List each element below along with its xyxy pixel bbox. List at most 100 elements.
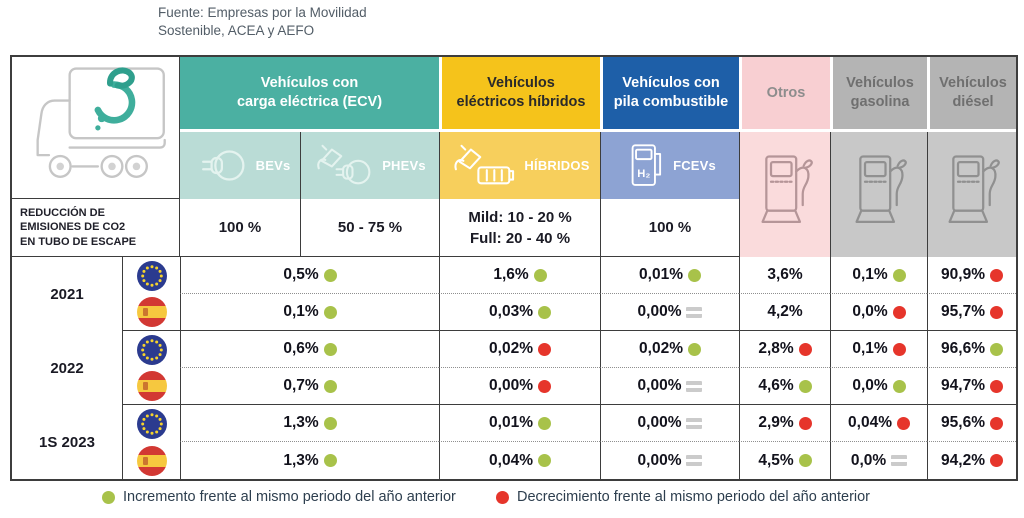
value-cell-gasolina: 0,0% <box>830 294 928 331</box>
spain-flag-icon <box>136 445 167 476</box>
value-cell-gasolina: 0,04% <box>830 405 928 442</box>
trend-indicator <box>989 379 1003 393</box>
trend-indicator <box>989 305 1003 319</box>
flag-cell <box>122 368 180 405</box>
value-cell-hibrido: 0,00% <box>439 368 601 405</box>
value-cell-gasolina: 0,1% <box>830 331 928 368</box>
subtype-row: BEVs PHEVs <box>12 132 1017 257</box>
svg-text:H₂: H₂ <box>637 168 650 180</box>
trend-indicator <box>537 379 551 393</box>
subtype-fcev: H₂ FCEVs <box>600 132 740 199</box>
value-cell-gasolina: 0,0% <box>830 368 928 405</box>
logo-cell <box>12 57 180 199</box>
eu-flag-icon <box>136 334 167 365</box>
data-row-1s2023-eu: 1S 2023 1,3% 0,01% 0,00% 2,9% 0,04% 95,6… <box>12 405 1017 479</box>
value-cell-diesel: 95,6% <box>927 405 1017 442</box>
value-cell-hibrido: 1,6% <box>439 257 601 294</box>
value-cell-diesel: 94,2% <box>927 442 1017 479</box>
hydrogen-pump-icon: H₂ <box>631 143 662 186</box>
value-cell-hibrido: 0,03% <box>439 294 601 331</box>
value-cell-fcev: 0,00% <box>600 442 740 479</box>
trend-indicator <box>686 455 703 466</box>
eu-flag-icon <box>136 260 167 291</box>
flag-cell <box>122 257 180 294</box>
value-cell-ecv: 0,6% <box>180 331 440 368</box>
source-line2: Sostenible, ACEA y AEFO <box>158 23 315 39</box>
legend-increase-label: Incremento frente al mismo periodo del a… <box>123 489 456 505</box>
spain-flag-icon <box>136 371 167 401</box>
trend-indicator <box>323 268 337 282</box>
co2-value-fcev: 100 % <box>600 199 740 257</box>
trend-indicator <box>323 416 337 430</box>
value-cell-otros: 3,6% <box>739 257 831 294</box>
value-cell-ecv: 0,7% <box>180 368 440 405</box>
co2-value-phev: 50 - 75 % <box>300 199 440 257</box>
legend-decrease: Decrecimiento frente al mismo periodo de… <box>496 489 870 505</box>
col-group-hibridos: Vehículos eléctricos híbridos <box>439 57 601 132</box>
col-group-pila-combustible: Vehículos con pila combustible <box>600 57 740 132</box>
subtype-otros-pump <box>739 132 831 257</box>
col-group-ecv: Vehículos con carga eléctrica (ECV) <box>180 57 440 132</box>
value-cell-otros: 2,8% <box>739 331 831 368</box>
group-header-row: Vehículos con carga eléctrica (ECV) Vehíc… <box>12 57 1017 199</box>
subtype-gasolina-pump <box>830 132 928 257</box>
trend-indicator <box>537 342 551 356</box>
value-cell-diesel: 90,9% <box>927 257 1017 294</box>
legend-decrease-label: Decrecimiento frente al mismo periodo de… <box>517 489 871 505</box>
trend-indicator <box>537 454 551 467</box>
nozzle-plug-icon <box>317 144 371 185</box>
trend-indicator <box>686 380 703 392</box>
value-cell-otros: 2,9% <box>739 405 831 442</box>
flag-cell <box>122 294 180 331</box>
value-cell-ecv: 0,5% <box>180 257 440 294</box>
trend-indicator <box>533 268 547 282</box>
value-cell-otros: 4,6% <box>739 368 831 405</box>
legend: Incremento frente al mismo periodo del a… <box>0 489 1024 513</box>
data-row-1s2023-es: 1,3% 0,04% 0,00% 4,5% 0,0% 94,2% <box>12 442 1017 479</box>
fuel-pump-icon <box>761 155 813 223</box>
value-cell-diesel: 95,7% <box>927 294 1017 331</box>
value-cell-fcev: 0,00% <box>600 405 740 442</box>
value-cell-diesel: 96,6% <box>927 331 1017 368</box>
value-cell-hibrido: 0,04% <box>439 442 601 479</box>
legend-increase: Incremento frente al mismo periodo del a… <box>102 489 456 505</box>
co2-reduction-label: REDUCCIÓN DE EMISIONES DE CO2 EN TUBO DE… <box>12 199 180 257</box>
spain-flag-icon <box>136 297 167 327</box>
fuel-pump-icon <box>948 155 1000 223</box>
trend-indicator <box>687 268 701 282</box>
trend-indicator <box>687 342 701 356</box>
value-cell-ecv: 1,3% <box>180 442 440 479</box>
value-cell-hibrido: 0,01% <box>439 405 601 442</box>
value-cell-ecv: 1,3% <box>180 405 440 442</box>
col-group-otros: Otros <box>739 57 831 132</box>
charging-plug-icon <box>201 150 245 181</box>
flag-cell <box>122 442 180 479</box>
col-group-diesel: Vehículos diésel <box>927 57 1017 132</box>
red-dot-icon <box>496 490 509 504</box>
year-cell: 2021 <box>12 257 122 331</box>
data-row-2022-es: 0,7% 0,00% 0,00% 4,6% 0,0% 94,7% <box>12 368 1017 405</box>
trend-indicator <box>537 416 551 430</box>
eu-flag-icon <box>136 408 167 439</box>
propulsion-table: Vehículos con carga eléctrica (ECV) Vehíc… <box>10 55 1019 481</box>
trend-indicator <box>323 454 337 467</box>
co2-reduction-row: REDUCCIÓN DE EMISIONES DE CO2 EN TUBO DE… <box>12 199 1016 257</box>
value-cell-diesel: 94,7% <box>927 368 1017 405</box>
trend-indicator <box>686 417 703 429</box>
value-cell-ecv: 0,1% <box>180 294 440 331</box>
co2-value-bev: 100 % <box>180 199 300 257</box>
value-cell-fcev: 0,00% <box>600 294 740 331</box>
fuel-pump-icon <box>855 155 907 223</box>
source-line1: Fuente: Empresas por la Movilidad <box>158 5 367 20</box>
year-cell: 2022 <box>12 331 122 405</box>
trend-indicator <box>798 379 812 393</box>
value-cell-gasolina: 0,0% <box>830 442 928 479</box>
co2-value-hibrido: Mild: 10 - 20 % Full: 20 - 40 % <box>439 199 601 257</box>
value-cell-otros: 4,2% <box>739 294 831 331</box>
subtype-diesel-pump <box>927 132 1017 257</box>
flag-cell <box>122 405 180 442</box>
trend-indicator <box>989 416 1003 430</box>
nozzle-battery-icon <box>454 144 515 185</box>
data-row-2021-eu: 2021 0,5% 1,6% 0,01% 3,6% 0,1% 90,9% <box>12 257 1017 331</box>
